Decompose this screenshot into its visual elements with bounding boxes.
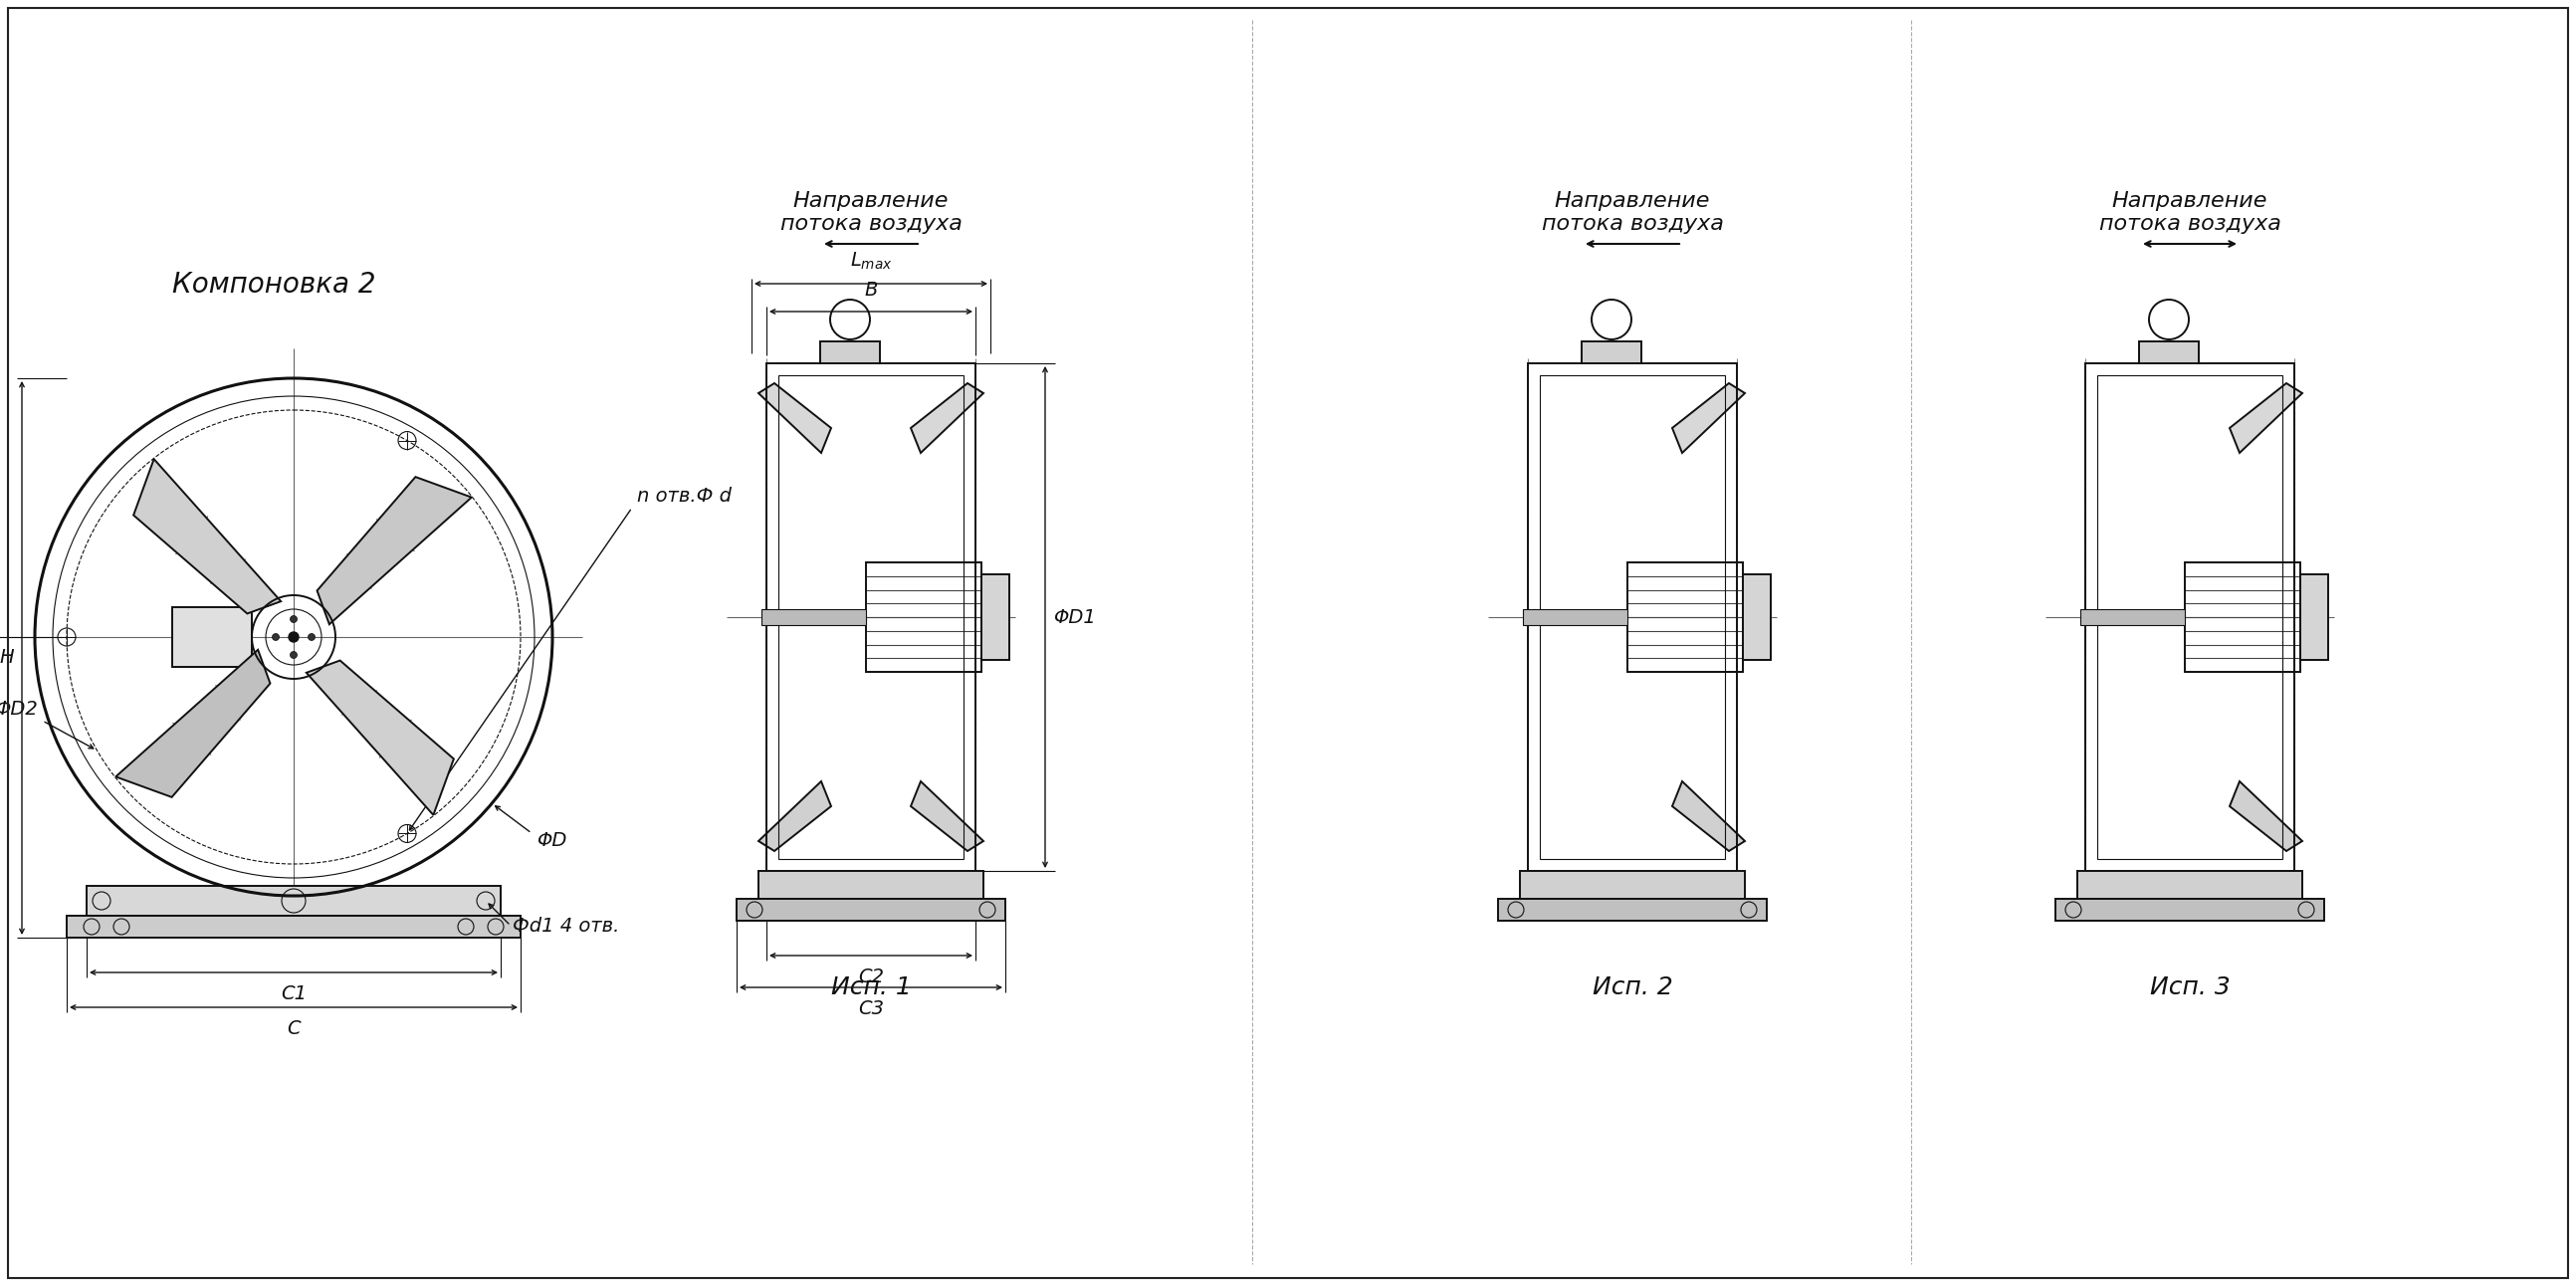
Bar [2097, 376, 2282, 859]
Text: Исп. 1: Исп. 1 [829, 976, 912, 999]
Text: Направление
потока воздуха: Направление потока воздуха [781, 190, 961, 234]
Bar [757, 871, 984, 899]
Bar [2087, 364, 2295, 871]
Bar [1582, 341, 1641, 364]
Circle shape [291, 652, 296, 658]
Text: C: C [286, 1020, 301, 1038]
Bar [1528, 364, 1736, 871]
Polygon shape [116, 649, 270, 797]
Polygon shape [1672, 782, 1744, 851]
Circle shape [289, 631, 299, 642]
Bar [173, 607, 252, 667]
Bar [1540, 376, 1726, 859]
Polygon shape [757, 383, 832, 453]
Text: ΦD1: ΦD1 [1054, 608, 1095, 626]
Text: C3: C3 [858, 999, 884, 1019]
Text: H: H [0, 648, 13, 667]
Polygon shape [757, 782, 832, 851]
Circle shape [273, 634, 278, 640]
Bar [2138, 341, 2200, 364]
Polygon shape [307, 661, 453, 815]
Bar [737, 899, 1005, 921]
Bar [88, 886, 500, 916]
Bar [2300, 575, 2329, 660]
Bar [2184, 562, 2300, 671]
Text: C1: C1 [281, 984, 307, 1003]
Polygon shape [2231, 383, 2303, 453]
Bar [768, 364, 976, 871]
Text: Компоновка 2: Компоновка 2 [173, 271, 376, 298]
Bar [2076, 871, 2303, 899]
Circle shape [309, 634, 314, 640]
Bar [762, 610, 866, 625]
Bar [1628, 562, 1741, 671]
Polygon shape [912, 383, 984, 453]
Text: ΦD2: ΦD2 [0, 700, 39, 719]
Polygon shape [134, 459, 281, 613]
Polygon shape [912, 782, 984, 851]
Bar [778, 376, 963, 859]
Text: n отв.Ф d: n отв.Ф d [636, 486, 732, 505]
Bar [866, 562, 981, 671]
Bar [67, 916, 520, 937]
Circle shape [291, 616, 296, 622]
Text: B: B [866, 280, 878, 300]
Text: C2: C2 [858, 967, 884, 986]
Bar [981, 575, 1010, 660]
Text: ΦD: ΦD [536, 831, 567, 850]
Polygon shape [1672, 383, 1744, 453]
Text: Исп. 3: Исп. 3 [2148, 976, 2231, 999]
Text: Исп. 2: Исп. 2 [1592, 976, 1672, 999]
Text: Направление
потока воздуха: Направление потока воздуха [1540, 190, 1723, 234]
Bar [1741, 575, 1770, 660]
Bar [1499, 899, 1767, 921]
Bar [2081, 610, 2184, 625]
Bar [2056, 899, 2324, 921]
Text: Направление
потока воздуха: Направление потока воздуха [2099, 190, 2280, 234]
Bar [1520, 871, 1744, 899]
Polygon shape [317, 477, 471, 624]
Bar [1522, 610, 1628, 625]
Text: Фd1 4 отв.: Фd1 4 отв. [513, 916, 618, 935]
Text: $L_{max}$: $L_{max}$ [850, 251, 891, 271]
Polygon shape [2231, 782, 2303, 851]
Bar [819, 341, 881, 364]
